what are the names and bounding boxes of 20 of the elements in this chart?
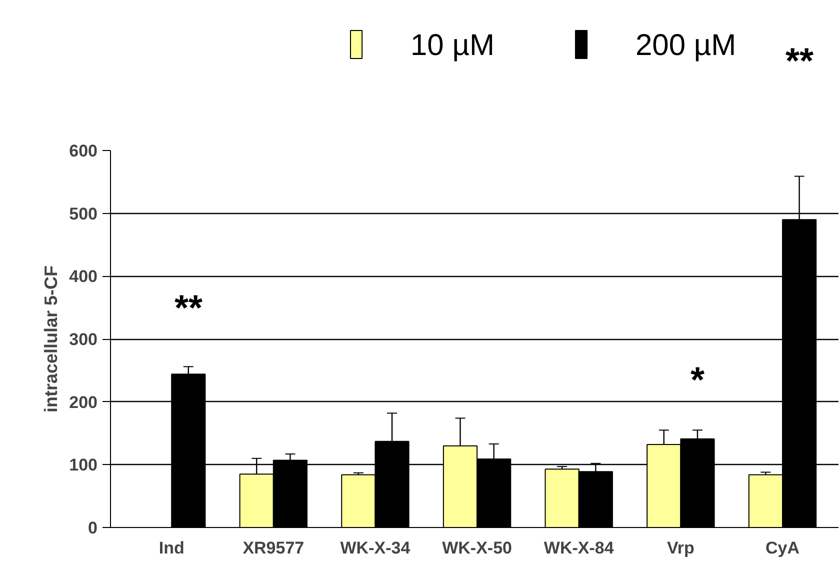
y-tick-label: 200: [69, 392, 98, 412]
y-tick-label: 600: [69, 142, 98, 160]
y-tick-label: 0: [88, 518, 98, 538]
x-tick-label: WK-X-50: [442, 538, 512, 558]
text: **: [785, 40, 814, 81]
x-tick-label: Vrp: [666, 538, 694, 558]
annotation: *: [690, 359, 705, 400]
y-tick-label: 300: [69, 330, 98, 349]
x-tick-label: WK-X-34: [340, 538, 411, 558]
legend-label: 200 µM: [636, 29, 736, 62]
x-tick-label: CyA: [765, 538, 800, 558]
y-tick-label: 500: [69, 204, 98, 224]
y-tick-label: 400: [69, 267, 98, 286]
annotation: **: [174, 287, 203, 328]
x-tick-label: XR9577: [242, 538, 304, 558]
y-tick-label: 100: [69, 456, 98, 475]
y-axis-title: intracellular 5-CF: [41, 265, 62, 413]
x-tick-label: Ind: [158, 538, 184, 558]
x-tick-label: WK-X-84: [544, 538, 614, 558]
legend-label: 10 µM: [410, 29, 494, 62]
